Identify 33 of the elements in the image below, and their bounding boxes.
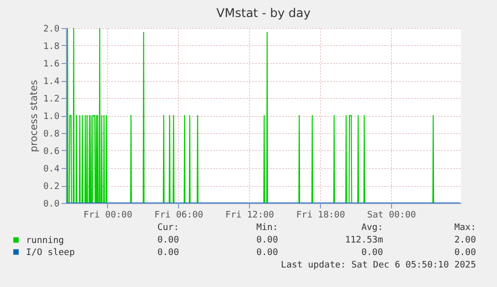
text: Cur: [157,223,179,233]
y-tick-label: 0.0 [43,200,60,210]
legend-label: I/O sleep [26,248,75,258]
text: 0.00 [361,248,383,258]
x-tick-label: Fri 18:00 [296,210,346,220]
text: Min: [256,223,278,233]
y-tick-label: 2.0 [43,24,60,34]
x-tick-label: Sat 00:00 [367,210,416,220]
legend-label: running [26,236,64,246]
y-tick-label: 0.6 [43,147,60,157]
chart-title: VMstat - by day [216,6,311,20]
text: 0.00 [256,248,278,258]
y-tick-label: 1.4 [43,77,60,87]
y-tick-label: 0.4 [43,164,60,174]
text: Max: [454,223,476,233]
text: 112.53m [345,236,383,246]
text: 2.00 [454,236,476,246]
x-tick-label: Fri 06:00 [154,210,204,220]
x-tick-label: Fri 12:00 [225,210,274,220]
text: 0.00 [454,248,476,258]
x-tick-label: Fri 00:00 [83,210,132,220]
y-tick-label: 0.8 [43,130,60,140]
text: Avg: [361,223,383,233]
y-tick-label: 1.2 [43,94,60,104]
y-tick-label: 0.2 [43,182,60,192]
y-tick-label: 1.8 [43,42,60,52]
text: Last update: Sat Dec 6 05:50:10 2025 [280,260,476,270]
y-tick-label: 1.6 [43,60,60,70]
text: 0.00 [157,236,179,246]
y-tick-label: 1.0 [43,112,60,122]
text: 0.00 [157,248,179,258]
text: 0.00 [256,236,278,246]
y-axis-title: process states [29,80,40,152]
